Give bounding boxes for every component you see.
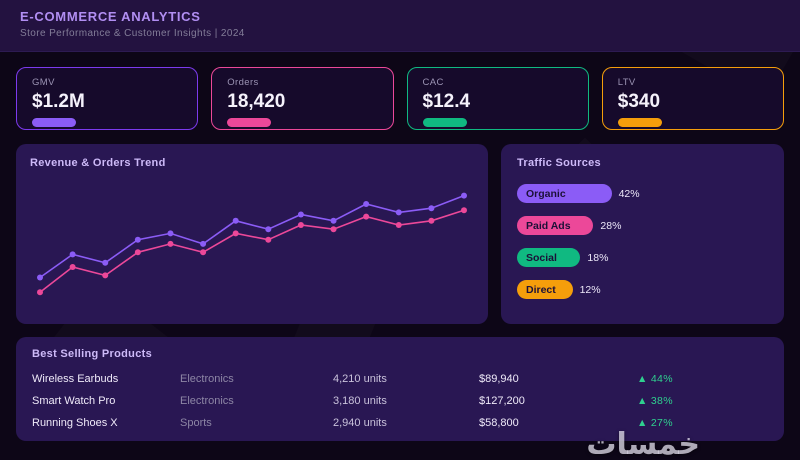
kpi-card-ltv[interactable]: LTV $340 xyxy=(601,67,784,130)
product-growth: ▲ 27% xyxy=(637,417,673,429)
product-growth: ▲ 38% xyxy=(637,395,673,407)
kpi-accent-bar xyxy=(422,118,467,127)
product-name: Smart Watch Pro xyxy=(32,395,116,407)
kpi-accent-bar xyxy=(32,118,76,127)
product-units: 2,940 units xyxy=(333,417,387,429)
best-selling-products-panel: Best Selling Products Wireless Earbuds E… xyxy=(16,337,784,441)
revenue-orders-trend-panel: Revenue & Orders Trend xyxy=(16,144,488,324)
traffic-label: Social xyxy=(526,251,557,264)
kpi-value: $340 xyxy=(617,91,661,112)
product-category: Electronics xyxy=(180,395,234,407)
product-units: 4,210 units xyxy=(333,373,387,385)
table-row[interactable]: Wireless Earbuds Electronics 4,210 units… xyxy=(32,368,768,390)
traffic-pill-direct[interactable]: Direct xyxy=(517,280,573,299)
traffic-source-paid-ads: Paid Ads 28% xyxy=(517,216,768,235)
traffic-label: Organic xyxy=(526,187,566,200)
main-row: Revenue & Orders Trend Traffic Sources O… xyxy=(16,144,784,324)
page-subtitle: Store Performance & Customer Insights | … xyxy=(20,28,245,39)
traffic-pill-paid-ads[interactable]: Paid Ads xyxy=(517,216,594,235)
traffic-label: Direct xyxy=(526,283,556,296)
traffic-pill-organic[interactable]: Organic xyxy=(517,184,612,203)
traffic-percent: 28% xyxy=(600,219,622,232)
kpi-label: GMV xyxy=(32,77,55,88)
product-growth: ▲ 44% xyxy=(637,373,673,385)
product-category: Sports xyxy=(180,417,212,429)
chart-title: Revenue & Orders Trend xyxy=(30,157,166,169)
kpi-accent-bar xyxy=(617,118,662,127)
kpi-card-gmv[interactable]: GMV $1.2M xyxy=(16,67,199,130)
kpi-accent-bar xyxy=(227,118,272,127)
product-category: Electronics xyxy=(180,373,234,385)
kpi-label: LTV xyxy=(617,77,636,88)
traffic-source-direct: Direct 12% xyxy=(517,280,768,299)
kpi-value: 18,420 xyxy=(227,91,286,112)
traffic-percent: 42% xyxy=(618,187,640,200)
product-name: Running Shoes X xyxy=(32,417,118,429)
table-row[interactable]: Smart Watch Pro Electronics 3,180 units … xyxy=(32,390,768,412)
traffic-percent: 12% xyxy=(579,283,601,296)
kpi-value: $12.4 xyxy=(422,91,471,112)
product-units: 3,180 units xyxy=(333,395,387,407)
table-row[interactable]: Running Shoes X Sports 2,940 units $58,8… xyxy=(32,412,768,434)
traffic-sources-panel: Traffic Sources Organic 42% Paid Ads 28% xyxy=(501,144,784,324)
kpi-card-cac[interactable]: CAC $12.4 xyxy=(406,67,589,130)
traffic-pill-social[interactable]: Social xyxy=(517,248,581,267)
traffic-sources-list: Organic 42% Paid Ads 28% Social 18% xyxy=(517,184,768,299)
page-title: E-COMMERCE ANALYTICS xyxy=(20,9,201,24)
kpi-row: GMV $1.2M Orders 18,420 CAC $12.4 LTV $3… xyxy=(16,67,784,130)
kpi-label: CAC xyxy=(422,77,444,88)
traffic-sources-title: Traffic Sources xyxy=(517,157,601,169)
products-table: Wireless Earbuds Electronics 4,210 units… xyxy=(32,368,768,434)
products-title: Best Selling Products xyxy=(32,348,152,360)
trend-line-chart xyxy=(37,192,467,296)
traffic-source-organic: Organic 42% xyxy=(517,184,768,203)
product-revenue: $58,800 xyxy=(479,417,519,429)
product-revenue: $89,940 xyxy=(479,373,519,385)
traffic-label: Paid Ads xyxy=(526,219,571,232)
kpi-card-orders[interactable]: Orders 18,420 xyxy=(211,67,394,130)
traffic-percent: 18% xyxy=(587,251,609,264)
traffic-source-social: Social 18% xyxy=(517,248,768,267)
header: E-COMMERCE ANALYTICS Store Performance &… xyxy=(0,0,800,52)
product-revenue: $127,200 xyxy=(479,395,525,407)
kpi-label: Orders xyxy=(227,77,259,88)
kpi-value: $1.2M xyxy=(32,91,85,112)
product-name: Wireless Earbuds xyxy=(32,373,119,385)
